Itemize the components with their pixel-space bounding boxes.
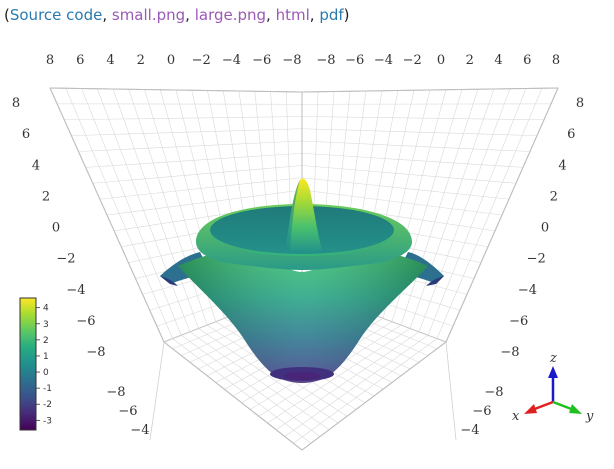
colorbar-tick-label: 4 (43, 304, 49, 314)
top-tick-label: 2 (137, 53, 145, 68)
bottom-left-tick-label: −6 (118, 404, 137, 419)
top-tick-label: 4 (106, 53, 114, 68)
right-tick-label: 0 (541, 221, 549, 236)
left-tick-label: −4 (66, 283, 85, 298)
bottom-right-tick-label: −4 (460, 423, 479, 438)
colorbar-tick-label: 1 (43, 352, 49, 362)
top-tick-label: 6 (76, 53, 84, 68)
bottom-right-tick-labels: −8 −6 −4 (460, 385, 503, 438)
right-tick-label: 8 (576, 96, 584, 111)
surface-bottom-core (284, 372, 320, 380)
top-tick-label: −4 (374, 53, 393, 68)
x-axis-letter: x (512, 409, 520, 424)
colorbar-tick-label: -3 (43, 416, 52, 426)
bottom-left-tick-labels: −8 −6 −4 (106, 385, 149, 438)
colorbar-tick-label: -1 (43, 384, 52, 394)
right-tick-label: −8 (500, 345, 519, 360)
y-axis-head (569, 404, 582, 414)
left-tick-label: −8 (86, 345, 105, 360)
left-tick-label: −6 (76, 314, 95, 329)
bottom-left-tick-label: −8 (106, 385, 125, 400)
large-png-link[interactable]: large.png (195, 6, 266, 24)
left-tick-label: 2 (42, 189, 50, 204)
x-axis-head (524, 404, 537, 414)
top-tick-label: 8 (46, 53, 54, 68)
top-tick-label: 6 (523, 53, 531, 68)
top-tick-label: 0 (167, 53, 175, 68)
separator: , (266, 6, 276, 24)
top-tick-label: −8 (282, 53, 301, 68)
top-tick-label: 8 (552, 53, 560, 68)
right-tick-label: −6 (509, 314, 528, 329)
colorbar-tick-label: -2 (43, 400, 52, 410)
colorbar-tick-label: 2 (43, 336, 49, 346)
source-code-link[interactable]: Source code (10, 6, 102, 24)
left-tick-label: 6 (22, 127, 30, 142)
bottom-right-tick-label: −6 (472, 404, 491, 419)
colorbar-ticks: 4 3 2 1 0 -1 -2 -3 (36, 304, 52, 427)
top-tick-labels: 8 6 4 2 0 −2 −4 −6 −8 −8 −6 −4 −2 0 2 4 6 8 (46, 53, 560, 68)
html-link[interactable]: html (276, 6, 310, 24)
top-tick-label: 4 (494, 53, 502, 68)
separator: , (310, 6, 320, 24)
top-tick-label: 2 (466, 53, 474, 68)
separator: , (102, 6, 112, 24)
left-tick-label: 4 (32, 158, 40, 173)
top-tick-label: −4 (222, 53, 241, 68)
close-paren: ) (344, 6, 350, 24)
axes-triad: z x y (512, 351, 594, 424)
bottom-left-tick-label: −4 (130, 423, 149, 438)
colorbar-gradient (20, 298, 36, 430)
right-tick-label: −2 (527, 252, 546, 267)
colorbar-tick-label: 0 (43, 368, 49, 378)
top-tick-label: −2 (403, 53, 422, 68)
small-png-link[interactable]: small.png (112, 6, 185, 24)
top-tick-label: −6 (345, 53, 364, 68)
colorbar: 4 3 2 1 0 -1 -2 -3 (20, 298, 52, 430)
right-tick-label: 6 (567, 127, 575, 142)
top-tick-label: −8 (316, 53, 335, 68)
right-tick-label: 2 (550, 189, 558, 204)
colorbar-tick-label: 3 (43, 320, 49, 330)
top-tick-label: −6 (252, 53, 271, 68)
bottom-right-tick-label: −8 (484, 385, 503, 400)
z-axis-letter: z (549, 351, 557, 366)
right-tick-label: 4 (558, 158, 566, 173)
top-tick-label: 0 (437, 53, 445, 68)
z-axis-head (548, 366, 558, 378)
pdf-link[interactable]: pdf (319, 6, 343, 24)
left-tick-label: −2 (56, 252, 75, 267)
top-tick-label: −2 (192, 53, 211, 68)
separator: , (185, 6, 195, 24)
left-tick-label: 8 (12, 96, 20, 111)
wall-edge (150, 342, 164, 440)
links-line: (Source code, small.png, large.png, html… (4, 6, 350, 24)
wall-edge (446, 342, 456, 440)
right-tick-label: −4 (518, 283, 537, 298)
left-tick-label: 0 (52, 221, 60, 236)
y-axis-letter: y (585, 409, 594, 424)
